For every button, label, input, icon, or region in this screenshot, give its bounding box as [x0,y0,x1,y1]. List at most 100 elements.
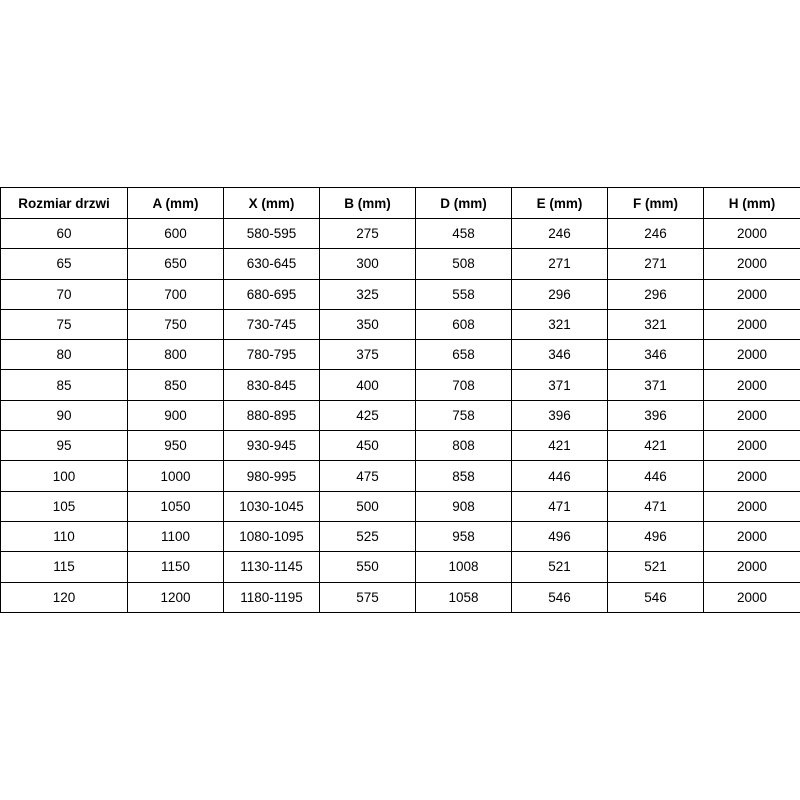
table-cell: 2000 [703,520,800,553]
table-cell: 2000 [703,339,800,371]
table-cell: 650 [127,248,224,280]
table-cell: 525 [319,520,416,553]
table-cell: 458 [415,217,512,250]
table-cell: 580-595 [223,217,320,250]
table-cell: 608 [415,308,512,341]
table-cell: 65 [0,248,128,280]
table-cell: 958 [415,520,512,553]
table-cell: 708 [415,369,512,401]
table-cell: 930-945 [223,430,320,462]
table-cell: 1080-1095 [223,520,320,553]
column-header: E (mm) [511,187,608,219]
table-row: 75 750 730-745 350 608 321 321 2000 [0,308,800,341]
table-cell: 2000 [703,430,800,462]
table-cell: 471 [511,490,608,522]
table-cell: 421 [607,430,704,462]
table-cell: 1030-1045 [223,490,320,522]
table-cell: 80 [0,339,128,371]
table-row: 115 1150 1130-1145 550 1008 521 521 2000 [0,551,800,583]
header-row: Rozmiar drzwi A (mm) X (mm) B (mm) D (mm) E (… [0,187,800,219]
table-cell: 980-995 [223,460,320,492]
column-header: F (mm) [607,187,704,219]
table-cell: 95 [0,430,128,462]
table-cell: 546 [511,581,608,613]
table-cell: 425 [319,399,416,432]
table-cell: 275 [319,217,416,250]
table-cell: 300 [319,248,416,280]
table-cell: 521 [607,551,704,583]
table-cell: 100 [0,460,128,492]
table-cell: 750 [127,308,224,341]
table-cell: 350 [319,308,416,341]
table-cell: 1000 [127,460,224,492]
table-cell: 950 [127,430,224,462]
table-row: 80 800 780-795 375 658 346 346 2000 [0,339,800,371]
table-cell: 1130-1145 [223,551,320,583]
table-cell: 90 [0,399,128,432]
table-cell: 496 [511,520,608,553]
table-cell: 120 [0,581,128,613]
table-cell: 2000 [703,308,800,341]
table-cell: 2000 [703,369,800,401]
table-cell: 1008 [415,551,512,583]
table-cell: 446 [511,460,608,492]
table-cell: 346 [607,339,704,371]
table-cell: 521 [511,551,608,583]
table-cell: 2000 [703,490,800,522]
table-cell: 2000 [703,399,800,432]
table-row: 120 1200 1180-1195 575 1058 546 546 2000 [0,581,800,613]
table-cell: 421 [511,430,608,462]
table-cell: 658 [415,339,512,371]
table-cell: 850 [127,369,224,401]
table-cell: 471 [607,490,704,522]
table-cell: 396 [511,399,608,432]
table-cell: 296 [607,278,704,310]
table-cell: 115 [0,551,128,583]
table-cell: 496 [607,520,704,553]
table-cell: 550 [319,551,416,583]
table-cell: 271 [607,248,704,280]
table-cell: 70 [0,278,128,310]
table-row: 110 1100 1080-1095 525 958 496 496 2000 [0,520,800,553]
table-cell: 296 [511,278,608,310]
table-cell: 2000 [703,551,800,583]
column-header: Rozmiar drzwi [0,187,128,219]
table-cell: 85 [0,369,128,401]
table-cell: 2000 [703,248,800,280]
table-cell: 446 [607,460,704,492]
table-cell: 808 [415,430,512,462]
table-cell: 321 [607,308,704,341]
column-header: X (mm) [223,187,320,219]
table-cell: 575 [319,581,416,613]
table-cell: 900 [127,399,224,432]
table-cell: 780-795 [223,339,320,371]
table-cell: 2000 [703,460,800,492]
table-row: 105 1050 1030-1045 500 908 471 471 2000 [0,490,800,522]
table-cell: 1200 [127,581,224,613]
table-cell: 110 [0,520,128,553]
table-cell: 2000 [703,581,800,613]
table-cell: 600 [127,217,224,250]
table-cell: 2000 [703,217,800,250]
table-row: 65 650 630-645 300 508 271 271 2000 [0,248,800,280]
dimensions-table: Rozmiar drzwi A (mm) X (mm) B (mm) D (mm) E (… [0,187,800,613]
table-cell: 346 [511,339,608,371]
table-row: 100 1000 980-995 475 858 446 446 2000 [0,460,800,492]
column-header: A (mm) [127,187,224,219]
table-cell: 450 [319,430,416,462]
table-cell: 1150 [127,551,224,583]
table-cell: 680-695 [223,278,320,310]
table-row: 90 900 880-895 425 758 396 396 2000 [0,399,800,432]
table-cell: 105 [0,490,128,522]
table-cell: 1050 [127,490,224,522]
table-cell: 375 [319,339,416,371]
table-row: 85 850 830-845 400 708 371 371 2000 [0,369,800,401]
table-cell: 800 [127,339,224,371]
table-cell: 75 [0,308,128,341]
table-cell: 271 [511,248,608,280]
table-cell: 1180-1195 [223,581,320,613]
table-cell: 325 [319,278,416,310]
table-cell: 908 [415,490,512,522]
table-cell: 830-845 [223,369,320,401]
table-cell: 321 [511,308,608,341]
